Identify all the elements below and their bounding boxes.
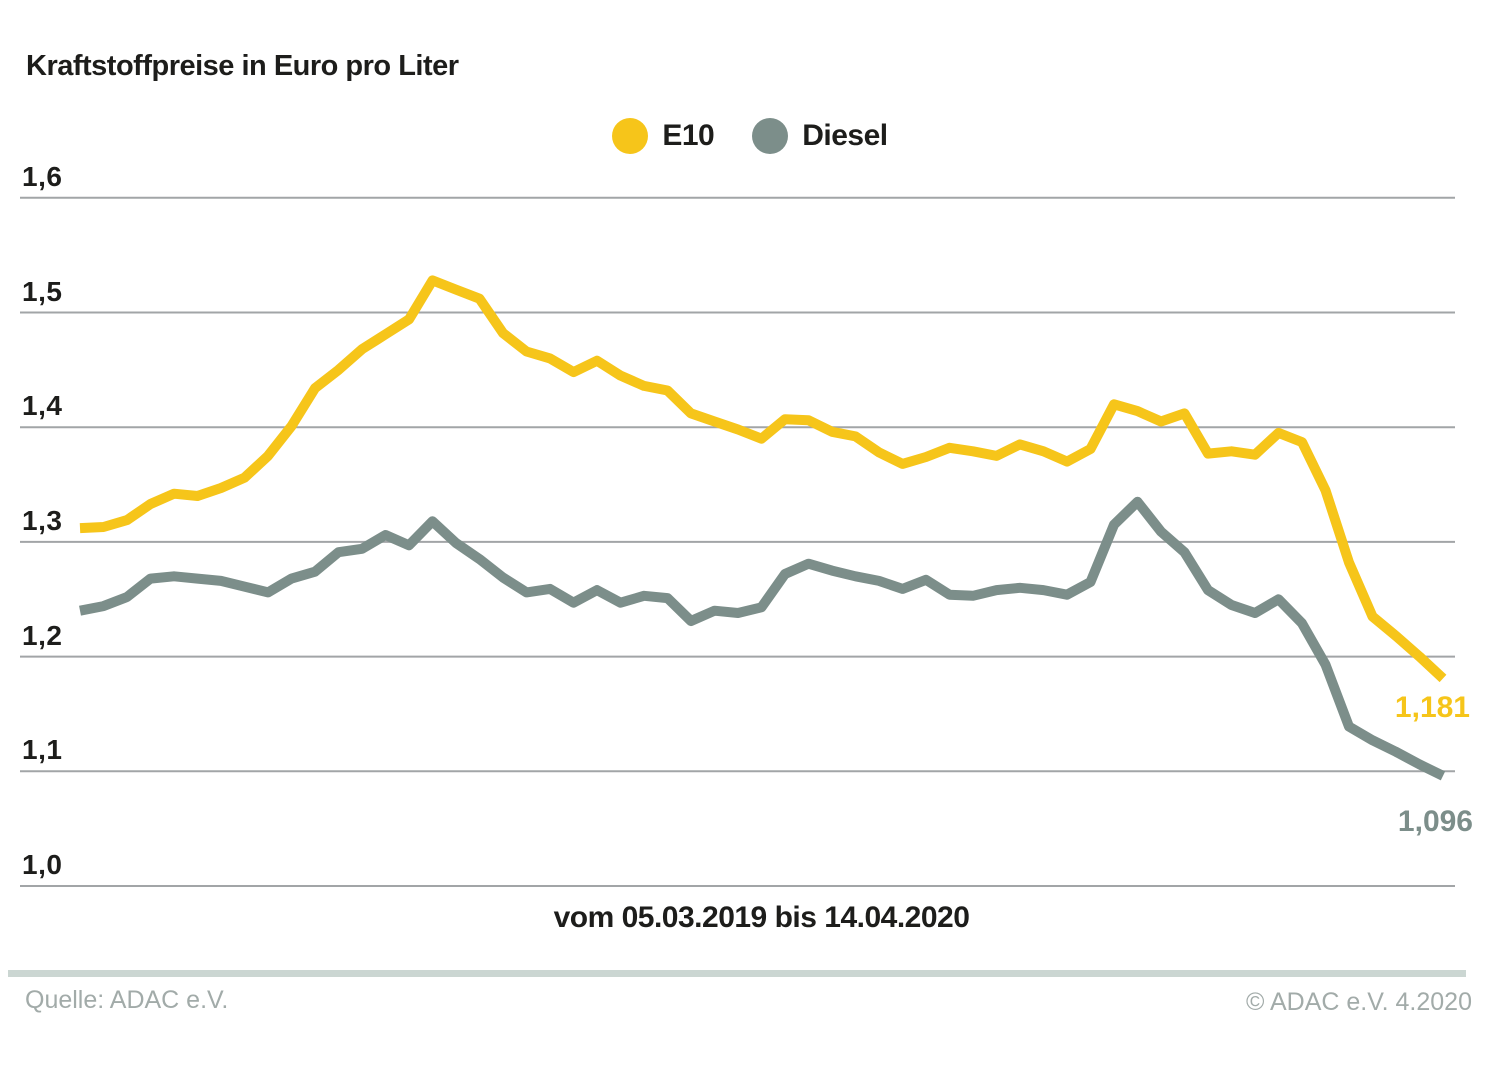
- y-axis-tick-label: 1,3: [22, 504, 63, 536]
- legend-label-e10: E10: [662, 119, 715, 152]
- e10-dot-icon: [612, 118, 649, 154]
- legend-item-e10: E10: [612, 118, 715, 154]
- y-axis-tick-label: 1,0: [22, 849, 63, 880]
- legend: E10 Diesel: [0, 116, 1500, 156]
- diesel-line: [79, 496, 1446, 781]
- diesel-end-value-label: 1,096: [1397, 805, 1473, 838]
- legend-label-diesel: Diesel: [802, 119, 888, 152]
- y-axis-tick-label: 1,6: [22, 160, 63, 192]
- e10-end-value-label: 1,181: [1394, 691, 1470, 724]
- legend-item-diesel: Diesel: [752, 118, 888, 154]
- y-axis-tick-label: 1,2: [22, 619, 63, 651]
- date-range-caption: vom 05.03.2019 bis 14.04.2020: [553, 901, 970, 934]
- chart-title: Kraftstoffpreise in Euro pro Liter: [26, 50, 459, 82]
- y-axis-tick-label: 1,4: [22, 390, 63, 422]
- diesel-dot-icon: [752, 118, 789, 154]
- source-credit: Quelle: ADAC e.V.: [25, 986, 229, 1014]
- y-axis-tick-label: 1,5: [22, 275, 63, 307]
- copyright-notice: © ADAC e.V. 4.2020: [1246, 988, 1472, 1016]
- y-axis-tick-label: 1,1: [22, 734, 63, 766]
- footer-divider: [8, 970, 1466, 977]
- e10-line: [79, 275, 1447, 683]
